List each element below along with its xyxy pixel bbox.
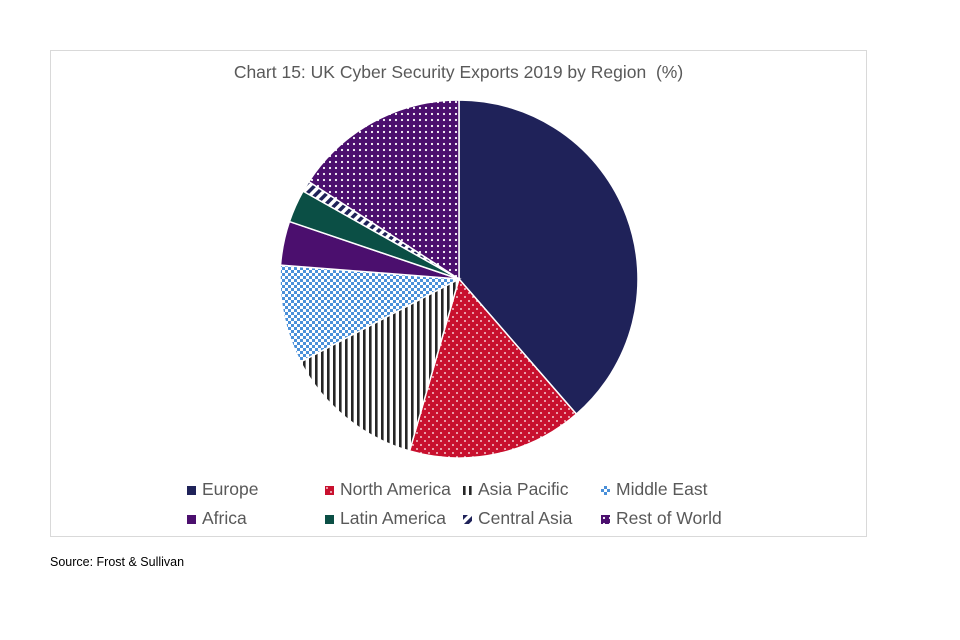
legend-item-middle-east: Middle East: [601, 478, 707, 500]
legend-item-africa: Africa: [187, 507, 247, 529]
legend-item-europe: Europe: [187, 478, 258, 500]
legend-label: Africa: [202, 507, 247, 528]
legend-swatch: [463, 479, 472, 500]
legend-swatch: [601, 508, 610, 529]
legend-swatch: [601, 479, 610, 500]
legend-label: North America: [340, 478, 451, 499]
legend-swatch: [325, 479, 334, 500]
source-note: Source: Frost & Sullivan: [50, 555, 185, 569]
legend-item-latin-america: Latin America: [325, 507, 446, 529]
legend-label: Europe: [202, 478, 259, 499]
legend-swatch: [325, 508, 334, 529]
legend-swatch: [463, 508, 472, 529]
pie-slice-rest-of-world: [307, 99, 460, 281]
pie-chart: [279, 99, 639, 459]
pie-slice-asia-pacific: [299, 277, 461, 452]
legend-item-north-america: North America: [325, 478, 451, 500]
legend-swatch: [187, 508, 196, 529]
legend-label: Central Asia: [478, 507, 573, 528]
pie-slices: [279, 99, 639, 459]
legend-item-rest-of-world: Rest of World: [601, 507, 722, 529]
legend-label: Latin America: [340, 507, 447, 528]
legend-label: Rest of World: [616, 507, 722, 528]
pie-slice-middle-east: [279, 264, 462, 364]
chart-frame: Chart 15: UK Cyber Security Exports 2019…: [50, 50, 867, 537]
legend-item-asia-pacific: Asia Pacific: [463, 478, 568, 500]
pie-slice-europe: [458, 99, 639, 416]
legend-label: Asia Pacific: [478, 478, 569, 499]
legend-swatch: [187, 479, 196, 500]
chart-title: Chart 15: UK Cyber Security Exports 2019…: [233, 62, 684, 82]
legend-item-central-asia: Central Asia: [463, 507, 572, 529]
legend-label: Middle East: [616, 478, 708, 499]
pie-slice-north-america: [408, 277, 578, 459]
